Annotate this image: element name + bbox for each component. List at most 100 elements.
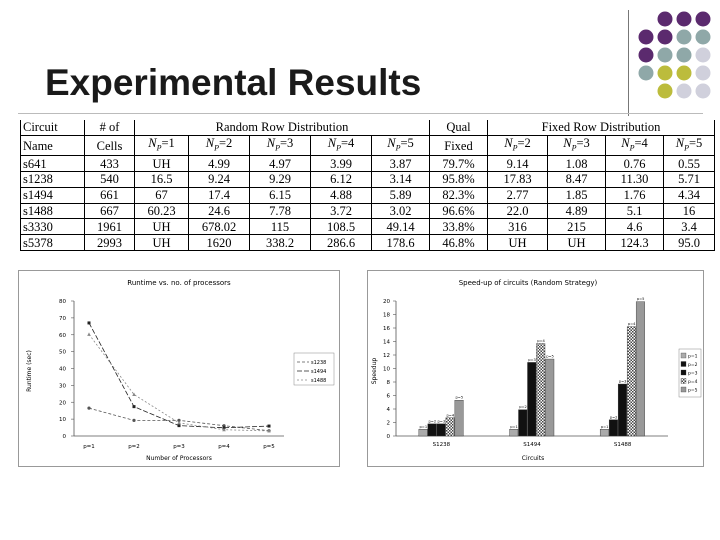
bar-p=5 [545,358,555,437]
table-cell: 22.0 [487,202,548,220]
speedup-chart-panel: Speed-up of circuits (Random Strategy) 0 2… [367,270,704,467]
x-axis-label: Circuits [522,455,544,462]
decor-dot [657,47,673,63]
table-cell: 178.6 [371,234,430,252]
table-cell: 124.3 [605,234,664,252]
table-cell: 661 [84,186,135,204]
bar-p=1 [418,429,428,437]
decor-dot [657,83,673,99]
decor-dot [657,29,673,45]
table-row: s5378 2993 UH 1620 338.2 286.6 178.6 46.8% UH UH 1… [20,234,716,252]
y-tick-label: 6 [387,394,391,400]
table-cell: 24.6 [188,202,250,220]
y-tick-label: 50 [59,350,66,356]
table-cell: s5378 [20,234,85,252]
x-tick-label: S1238 [433,442,451,448]
table-cell: 7.78 [249,202,311,220]
table-body: s641 433 UH 4.99 4.97 3.99 3.87 79.7% 9.14 1.08 0.… [20,155,716,252]
header-cell: NP=5 [662,134,716,157]
data-label: p=1 [420,425,428,429]
data-label: p=4 [447,413,455,417]
table-cell: 16.5 [134,171,189,188]
x-tick-label: p=5 [263,444,275,450]
speedup-bar-chart: Speed-up of circuits (Random Strategy) 0 2… [371,279,702,462]
table-cell: 667 [84,202,135,220]
table-header-row-1: Circuit # of Random Row Distribution Qua… [20,120,716,136]
decor-dot [676,29,692,45]
table-cell: s1494 [20,186,85,204]
bar-p=4 [626,326,636,437]
table-header-row-2: Name Cells NP=1 NP=2 NP=3 NP=4 NP=5 Fixed NP=2 NP… [20,134,716,157]
data-point [177,424,181,428]
data-point [267,424,271,428]
legend-label: p=3 [688,371,698,377]
table-cell: 9.24 [188,171,250,188]
table-cell: 17.83 [487,171,548,188]
header-cell: Name [20,134,85,157]
chart-title: Speed-up of circuits (Random Strategy) [459,279,598,287]
table-cell: 5.71 [662,171,716,188]
page-title: Experimental Results [45,62,422,103]
bar-p=2 [427,423,437,437]
table-cell: 6.15 [249,186,311,204]
data-point [267,428,271,433]
table-cell: s3330 [20,218,85,236]
legend-label: p=1 [688,354,698,360]
table-cell: 1.76 [605,186,664,204]
header-cell: NP=4 [310,134,372,157]
decor-dot [695,11,711,27]
x-tick-label: S1494 [523,442,541,448]
table-cell: UH [134,234,189,252]
legend-swatch [680,369,687,376]
y-tick-label: 0 [387,434,391,440]
data-label: p=1 [510,425,518,429]
decor-dot [695,65,711,81]
legend-label: s1488 [311,378,326,384]
table-cell: UH [134,218,189,236]
decor-dot [657,65,673,81]
table-cell: 338.2 [249,234,311,252]
table-cell: 0.55 [662,155,716,173]
chart-title: Runtime vs. no. of processors [127,279,231,287]
title-divider-vertical [628,10,629,116]
y-tick-label: 14 [383,340,390,346]
decor-dot [657,11,673,27]
table-cell: s1488 [20,202,85,220]
y-tick-label: 2 [387,421,391,427]
y-tick-label: 80 [59,299,66,305]
table-cell: 4.6 [605,218,664,236]
table-cell: 3.14 [371,171,430,188]
table-cell: 3.4 [662,218,716,236]
legend-swatch [680,386,687,393]
runtime-line-chart: Runtime vs. no. of processors 0 10 20 30 40 50… [26,279,335,462]
table-cell: 95.0 [662,234,716,252]
table-cell: 8.47 [547,171,606,188]
bar-p=3 [527,362,537,437]
data-point [177,420,181,425]
data-point [87,332,91,336]
bar-p=4 [536,343,546,437]
data-point [132,418,136,423]
table-cell: 3.72 [310,202,372,220]
y-tick-label: 60 [59,333,66,339]
legend-label: s1494 [311,369,326,375]
table-cell: 4.88 [310,186,372,204]
table-cell: 678.02 [188,218,250,236]
table-cell: 4.99 [188,155,250,173]
y-tick-label: 18 [383,313,390,319]
table-cell: 2.77 [487,186,548,204]
table-cell: 4.97 [249,155,311,173]
table-cell: 540 [84,171,135,188]
runtime-chart-panel: Runtime vs. no. of processors 0 10 20 30 40 50… [18,270,340,467]
table-cell: 46.8% [429,234,488,252]
legend-swatch [680,378,687,384]
data-point [132,405,136,409]
table-row: s1488 667 60.23 24.6 7.78 3.72 3.02 96.6% 22.0 4.… [20,202,716,220]
table-cell: 9.14 [487,155,548,173]
decor-dot [676,47,692,63]
y-tick-label: 0 [63,434,67,440]
table-cell: 215 [547,218,606,236]
legend-label: s1238 [311,360,326,366]
bar-p=4 [445,417,455,437]
data-label: p=2 [610,415,618,419]
